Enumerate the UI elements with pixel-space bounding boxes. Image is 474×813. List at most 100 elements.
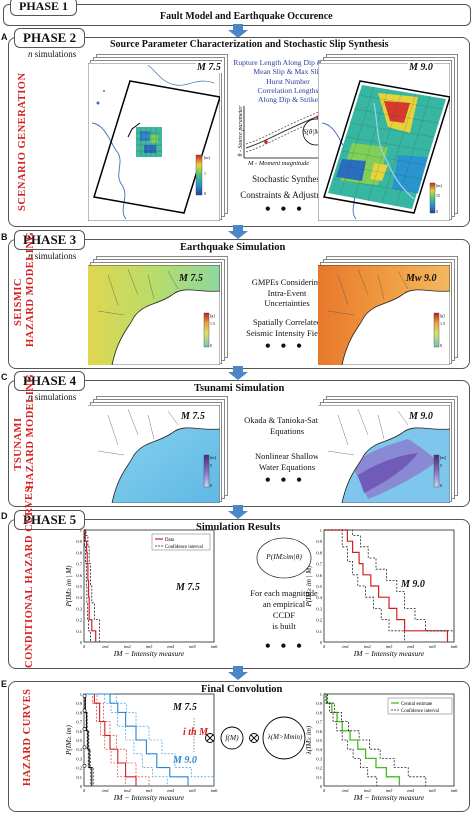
phaseE-mag-mid: i th M xyxy=(183,727,209,738)
phaseE-right-ytick: 0.5 xyxy=(316,738,322,743)
phase2-title: Source Parameter Characterization and St… xyxy=(110,39,389,50)
phaseE-left-xtick: im2 xyxy=(124,788,132,793)
phaseE-convolution-diagram xyxy=(205,716,306,760)
phase5-right-ci-lower xyxy=(324,529,405,642)
phaseE-right-ytick: 0.7 xyxy=(316,720,322,725)
phase3-tab: PHASE 3 xyxy=(14,230,86,250)
phaseE-lambda: λ(M>Mmin) xyxy=(267,733,303,741)
phase5-right-xtick: 0 xyxy=(323,644,326,649)
phaseE-legend-ci: Confidence interval xyxy=(401,709,440,714)
phase5-right-xtick: im6 xyxy=(451,644,459,649)
phase5-left-xtick: im4 xyxy=(167,644,175,649)
param-rupture-length: Rupture Length Along Dip & Strike xyxy=(233,58,343,67)
phase3-left-map: [g] 1.5 0 xyxy=(88,265,220,365)
svg-text:0: 0 xyxy=(436,209,438,214)
svg-text:[m]: [m] xyxy=(436,183,442,188)
phaseE-left-ytick: 0.1 xyxy=(76,775,82,780)
phase5-right-xtick: im1 xyxy=(342,644,349,649)
phaseE-right-ci-upper xyxy=(324,693,427,786)
phaseE-right-ytick: 0.2 xyxy=(316,766,322,771)
phase4-dots: • • • xyxy=(265,472,305,489)
phase5-letter: D xyxy=(1,511,8,521)
phaseE-right-ytick: 1 xyxy=(320,692,322,697)
phase5-left-ytick: 0.2 xyxy=(76,618,82,623)
phaseE-right-xtick: im6 xyxy=(451,788,459,793)
phase2-right-map: [m] 15 0 xyxy=(318,63,450,221)
phase5-legend-ci: Confidence interval xyxy=(165,545,204,550)
phaseE-mag-bot: M 9.0 xyxy=(173,755,197,766)
svg-text:0: 0 xyxy=(440,343,442,348)
phaseE-left-ytick: 0.7 xyxy=(76,720,82,725)
phaseE-right-central-curve xyxy=(324,693,401,786)
phase5-left-xtick: im6 xyxy=(211,644,219,649)
phase5-legend-data: Data xyxy=(165,538,175,543)
phase2-dots: • • • xyxy=(265,201,305,218)
phase5-left-xtick: im2 xyxy=(124,644,132,649)
arrow-5-E xyxy=(228,666,248,680)
phase5-left-xtick: im5 xyxy=(189,644,197,649)
phase2-step2: Constraints & Adjustments xyxy=(240,190,338,200)
param-correlation-lengths: Correlation Lengths xyxy=(257,85,319,95)
phase5-right-ylabel: P(IM≥ im | M) xyxy=(305,565,313,608)
phaseE-right-xtick: im5 xyxy=(429,788,437,793)
phaseE-left-xtick: 0 xyxy=(83,788,86,793)
phase5-left-ytick: 1 xyxy=(80,528,82,533)
phase4-left-map-stack: [m] 5 0 xyxy=(88,396,228,503)
phase2-param-list: Rupture Length Along Dip & Strike Mean S… xyxy=(229,58,347,104)
phase5-mag-right: M 9.0 xyxy=(401,579,425,590)
phaseE-left-xtick: im4 xyxy=(167,788,175,793)
phaseE-right-ytick: 0.6 xyxy=(316,729,322,734)
phase3-mag-right: Mw 9.0 xyxy=(406,273,437,284)
phase5-mag-left: M 7.5 xyxy=(176,582,200,593)
svg-text:15: 15 xyxy=(436,193,440,198)
phase1-tab: PHASE 1 xyxy=(10,0,78,16)
svg-text:[m]: [m] xyxy=(440,455,446,460)
phase5-right-ytick: 0.6 xyxy=(316,573,322,578)
phase2-letter: A xyxy=(1,32,8,42)
phaseE-f-m: f(M) xyxy=(225,733,239,742)
phase4-right-colorbar xyxy=(433,454,440,488)
phase5-right-data-curve xyxy=(324,529,449,642)
phaseE-left-ytick: 0.6 xyxy=(76,729,82,734)
phase2-step1: Stochastic Synthesis xyxy=(252,174,326,184)
phaseE-right-ci-lower xyxy=(324,693,378,786)
phase4-tab: PHASE 4 xyxy=(14,371,86,391)
phaseE-left-red-ci-upper xyxy=(84,693,150,786)
phase2-right-slip-grid xyxy=(328,85,446,209)
phase3-n-simulations: n simulations xyxy=(28,251,77,261)
svg-text:[m]: [m] xyxy=(210,455,216,460)
svg-text:0: 0 xyxy=(204,191,206,196)
phase5-left-ytick: 0.4 xyxy=(76,595,82,600)
phaseE-right-xtick: 0 xyxy=(323,788,326,793)
phaseE-left-black-ci-upper xyxy=(84,693,95,786)
phase4-right-map: [m] 5 0 xyxy=(318,405,450,503)
phase4-right-map-stack: [m] 5 0 xyxy=(318,396,458,503)
phase5-left-ylabel: P(IM≥ im | M) xyxy=(65,565,73,608)
phase5-right-ci-upper xyxy=(324,529,455,642)
phase5-left-ytick: 0.6 xyxy=(76,573,82,578)
phase4-side-label: TSUNAMI HAZARD MODELING xyxy=(13,373,36,489)
phase2-right-colorbar: [m] 15 0 xyxy=(429,182,442,214)
param-along-dip: Along Dip & Strike xyxy=(257,95,319,105)
phase5-right-ytick: 1 xyxy=(320,528,322,533)
phase5-right-ytick: 0 xyxy=(320,640,323,645)
phase5-right-ytick: 0.2 xyxy=(316,618,322,623)
phase5-right-ytick: 0.4 xyxy=(316,595,322,600)
phase5-title: Simulation Results xyxy=(196,522,281,533)
phase5-right-ytick: 0.5 xyxy=(316,584,322,589)
phaseE-right-xtick: im1 xyxy=(342,788,349,793)
phase1-title: Fault Model and Earthquake Occurence xyxy=(160,11,333,22)
phase2-circle-label: S(θ|M) xyxy=(303,128,323,136)
phase4-text2: Nonlinear Shallow Water Equations xyxy=(255,451,319,472)
phase5-right-xlabel: IM − Intensity measure xyxy=(353,649,425,658)
phase4-left-colorbar xyxy=(203,454,210,488)
phase3-right-map-stack: [g] 1.5 0 xyxy=(318,256,458,365)
phase4-mag-left: M 7.5 xyxy=(181,411,205,422)
phaseE-right-xtick: im4 xyxy=(407,788,415,793)
phase3-right-map: [g] 1.5 0 xyxy=(318,265,450,365)
phase3-left-map-stack: [g] 1.5 0 xyxy=(88,256,228,365)
phaseE-letter: E xyxy=(1,679,8,689)
phase5-right-ytick: 0.7 xyxy=(316,562,322,567)
svg-text:1.5: 1.5 xyxy=(210,321,215,326)
phase5-right-plot: 1 0.9 0.8 0.7 0.6 0.5 0.4 0.3 0.2 0.1 00 im1 im2 im3 i… xyxy=(305,528,459,658)
